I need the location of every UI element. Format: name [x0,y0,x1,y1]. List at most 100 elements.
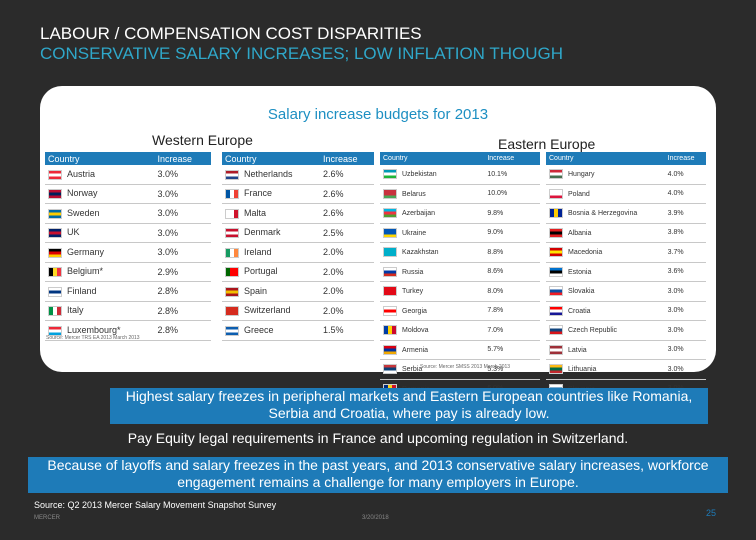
flag-icon [549,247,563,258]
panel-title: Salary increase budgets for 2013 [267,106,489,123]
country-cell: Czech Republic [546,320,665,341]
increase-value: 3.0% [664,340,706,360]
country-name: Azerbaijan [402,210,436,218]
country-cell: Germany [45,242,155,263]
country-cell: Hungary [546,165,665,185]
country-name: Ireland [244,246,272,257]
col-increase: Increase [154,152,211,165]
table-row: Ukraine 9.0% [380,223,540,243]
increase-value: 2.6% [319,184,374,204]
col-country: Country [45,152,155,165]
country-cell: Moldova [380,320,485,341]
country-name: Estonia [568,268,592,276]
increase-value: 8.6% [484,262,540,282]
table-row: Greece 1.5% [222,320,374,341]
table-row: Finland 2.8% [45,281,211,302]
table-row: Sweden 3.0% [45,203,211,224]
eastern-table-left: Country Increase Uzbekistan 10.1% Belarus 1… [380,152,540,419]
country-name: France [244,188,273,199]
country-cell: Albania [546,223,665,243]
country-name: Kazakhstan [402,249,439,257]
flag-icon [383,325,397,336]
country-cell: Latvia [546,340,665,360]
increase-value: 2.0% [319,242,374,263]
table-row: Bosnia & Herzegovina 3.9% [546,203,706,224]
flag-icon [225,306,239,317]
country-name: UK [67,227,80,238]
page-subtitle: CONSERVATIVE SALARY INCREASES; LOW INFLA… [40,44,564,63]
increase-value: 2.0% [319,262,374,282]
flag-icon [383,169,397,180]
increase-value: 10.1% [484,165,540,185]
country-name: Macedonia [568,249,603,257]
table-row: Serbia 5.3% [380,359,540,380]
flag-icon [383,305,397,316]
table-row: Azerbaijan 9.8% [380,203,540,224]
flag-icon [549,266,563,277]
country-name: Serbia [402,366,423,374]
increase-value: 3.8% [664,223,706,243]
col-increase: Increase [664,152,706,165]
col-country: Country [546,152,665,165]
table-row: Latvia 3.0% [546,340,706,360]
table-row: Austria 3.0% [45,165,211,185]
country-name: Poland [568,190,590,198]
increase-value: 3.0% [154,242,211,263]
increase-value: 2.8% [154,281,211,302]
country-cell: Bosnia & Herzegovina [546,203,665,224]
flag-icon [549,208,563,219]
country-name: Slovakia [568,288,595,296]
table-row: Hungary 4.0% [546,165,706,185]
increase-value: 5.3% [484,359,540,380]
flag-icon [549,305,563,316]
increase-value: 2.5% [319,223,374,243]
country-name: Belgium* [67,266,104,277]
country-name: Luxembourg* [67,324,121,335]
table-row: Norway 3.0% [45,184,211,204]
table-row: UK 3.0% [45,223,211,243]
increase-value: 2.8% [154,320,211,341]
country-name: Turkey [402,288,424,296]
increase-value: 3.9% [664,203,706,224]
col-country: Country [222,152,320,165]
country-name: Greece [244,324,274,335]
flag-icon [383,247,397,258]
flag-icon [383,364,397,375]
country-name: Georgia [402,307,427,315]
flag-icon [48,267,62,278]
col-increase: Increase [484,152,540,165]
table-row: Belgium* 2.9% [45,262,211,282]
table-row: Moldova 7.0% [380,320,540,341]
flag-icon [225,228,239,239]
country-name: Spain [244,285,268,296]
flag-icon [225,286,239,297]
western-europe-label: Western Europe [152,132,253,148]
flag-icon [549,286,563,297]
western-table-left: Country Increase Austria 3.0% Norway 3.0% Sw… [45,152,211,341]
flag-icon [48,306,62,317]
table-row: Italy 2.8% [45,301,211,321]
country-cell: Azerbaijan [380,203,485,224]
country-cell: France [222,184,320,204]
increase-value: 2.6% [319,203,374,224]
flag-icon [48,208,62,219]
increase-value: 2.9% [154,262,211,282]
country-cell: Uzbekistan [380,165,485,185]
country-cell: Estonia [546,262,665,282]
country-name: Russia [402,268,424,276]
table-row: Luxembourg* 2.8% [45,320,211,341]
table-row: Kazakhstan 8.8% [380,242,540,263]
page-title: LABOUR / COMPENSATION COST DISPARITIES [40,24,422,43]
flag-icon [48,286,62,297]
country-cell: Turkey [380,281,485,302]
table-row: Netherlands 2.6% [222,165,374,185]
flag-icon [48,169,62,180]
country-cell: Serbia [380,359,485,380]
increase-value: 4.0% [664,184,706,204]
country-cell: Netherlands [222,165,320,185]
country-name: Norway [67,188,98,199]
footer-brand: MERCER [34,515,61,521]
country-cell: Norway [45,184,155,204]
country-cell: Macedonia [546,242,665,263]
table-row: Malta 2.6% [222,203,374,224]
